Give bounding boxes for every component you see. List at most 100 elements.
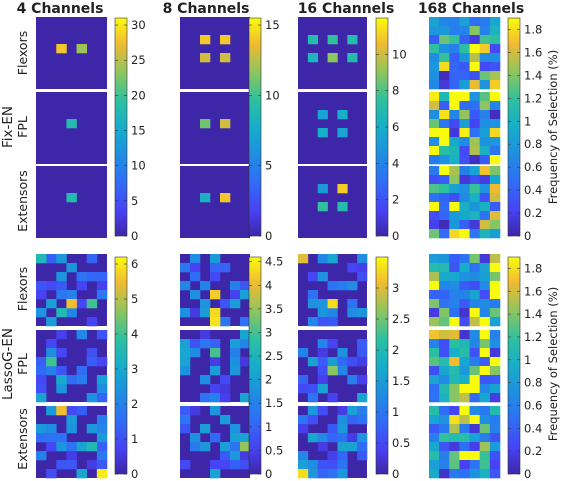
heatmap-cell: [36, 433, 47, 443]
heatmap-cell: [479, 330, 491, 340]
heatmap-cell: [66, 375, 77, 385]
heatmap-cell: [489, 80, 501, 90]
heatmap-cell: [190, 290, 201, 300]
heatmap-cell: [449, 366, 460, 376]
heatmap-cell: [439, 146, 450, 156]
heatmap-fix-en-16-fpl: [298, 92, 367, 164]
heatmap-cell: [56, 44, 67, 54]
heatmap-cell: [429, 281, 440, 291]
heatmap-cell: [56, 254, 67, 264]
heatmap-cell: [357, 451, 368, 461]
heatmap-fix-en-4-extensors: [36, 166, 107, 238]
heatmap-cell: [479, 254, 491, 264]
heatmap-cell: [479, 460, 491, 470]
heatmap-cell: [469, 26, 481, 36]
heatmap-cell: [200, 193, 211, 203]
heatmap-cell: [469, 137, 481, 147]
colorbar-tick-label: 1.2: [524, 91, 542, 105]
heatmap-cell: [429, 263, 440, 273]
heatmap-cell: [459, 442, 470, 452]
colorbar-tick-label: 2.5: [392, 312, 410, 326]
heatmap-cell: [439, 290, 450, 300]
heatmap-cell: [439, 451, 450, 461]
heatmap-cell: [180, 263, 191, 273]
heatmap-cell: [469, 17, 481, 27]
heatmap-cell: [469, 71, 481, 81]
heatmap-cell: [298, 424, 309, 434]
heatmap-cell: [66, 460, 77, 470]
heatmap-cell: [439, 433, 450, 443]
heatmap-cell: [230, 451, 241, 461]
heatmap-cell: [429, 146, 440, 156]
heatmap-cell: [307, 35, 319, 45]
heatmap-cell: [459, 433, 470, 443]
heatmap-cell: [347, 281, 358, 291]
heatmap-cell: [240, 433, 251, 443]
heatmap-cell: [307, 272, 319, 282]
heatmap-cell: [357, 406, 368, 416]
heatmap-cell: [489, 308, 501, 318]
heatmap-cell: [240, 281, 251, 291]
heatmap-cell: [36, 393, 47, 403]
heatmap-cell: [479, 220, 491, 230]
heatmap-cell: [489, 433, 501, 443]
heatmap-cell: [317, 128, 328, 138]
heatmap-cell: [337, 424, 348, 434]
heatmap-cell: [36, 308, 47, 318]
heatmap-cell: [317, 110, 328, 120]
heatmap-cell: [479, 263, 491, 273]
heatmap-cell: [220, 384, 231, 394]
heatmap-cell: [469, 128, 481, 138]
heatmap-cell: [469, 357, 481, 367]
heatmap-cell: [86, 317, 98, 327]
heatmap-cell: [439, 272, 450, 282]
heatmap-cell: [66, 451, 77, 461]
heatmap-cell: [449, 211, 460, 221]
colorbar-tick-label: 15: [265, 18, 280, 32]
heatmap-cell: [46, 281, 57, 291]
heatmap-cell: [459, 393, 470, 403]
heatmap-fix-en-8-extensors: [180, 166, 250, 238]
colorbar-tick-label: 1.8: [524, 261, 542, 275]
heatmap-cell: [46, 339, 57, 349]
heatmap-cell: [479, 110, 491, 120]
heatmap-cell: [429, 348, 440, 358]
heatmap-cell: [96, 357, 108, 367]
heatmap-cell: [469, 202, 481, 212]
heatmap-cell: [439, 229, 450, 239]
heatmap-cell: [469, 339, 481, 349]
heatmap-cell: [429, 35, 440, 45]
heatmap-cell: [210, 272, 221, 282]
heatmap-cell: [439, 339, 450, 349]
heatmap-cell: [459, 101, 470, 111]
heatmap-cell: [210, 469, 221, 479]
heatmap-cell: [489, 229, 501, 239]
heatmap-cell: [66, 442, 77, 452]
heatmap-cell: [489, 290, 501, 300]
heatmap-cell: [56, 348, 67, 358]
heatmap-fix-en-168-flexors: [429, 17, 501, 90]
heatmap-cell: [56, 433, 67, 443]
heatmap-cell: [479, 406, 491, 416]
heatmap-cell: [307, 384, 319, 394]
heatmap-cell: [489, 62, 501, 72]
colorbar-tick-label: 25: [131, 53, 146, 67]
heatmap-cell: [469, 119, 481, 129]
colorbar-gradient: [248, 256, 262, 475]
colorbar-tick-label: 2: [265, 373, 272, 387]
heatmap-cell: [327, 35, 338, 45]
heatmap-cell: [46, 406, 57, 416]
heatmap-cell: [459, 110, 470, 120]
heatmap-cell: [489, 193, 501, 203]
heatmap-cell: [210, 433, 221, 443]
heatmap-cell: [449, 155, 460, 165]
heatmap-cell: [489, 384, 501, 394]
heatmap-cell: [479, 71, 491, 81]
heatmap-cell: [307, 53, 319, 63]
heatmap-cell: [327, 299, 338, 309]
heatmap-cell: [459, 44, 470, 54]
heatmap-cell: [459, 272, 470, 282]
heatmap-cell: [200, 308, 211, 318]
heatmap-cell: [220, 35, 231, 45]
heatmap-cell: [429, 469, 440, 479]
